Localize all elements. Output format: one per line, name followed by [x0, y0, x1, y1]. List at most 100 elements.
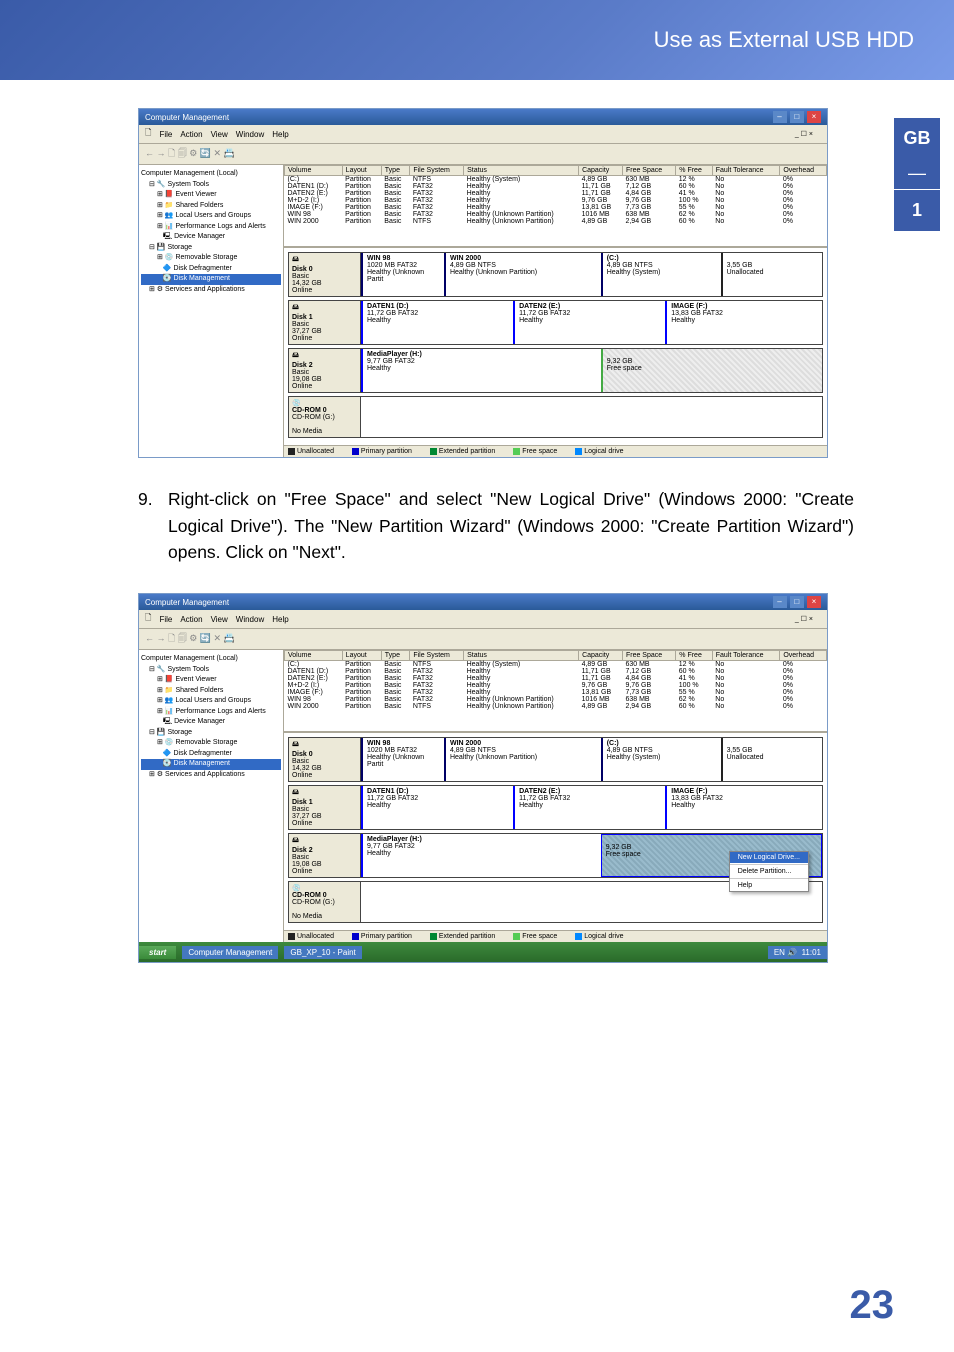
sub-restore-icon[interactable]: _ ☐ ×: [795, 130, 813, 138]
volume-list[interactable]: VolumeLayoutTypeFile SystemStatusCapacit…: [284, 165, 827, 247]
partition[interactable]: WIN 20004,89 GB NTFSHealthy (Unknown Par…: [444, 253, 601, 296]
ctx-delete[interactable]: Delete Partition...: [730, 866, 808, 877]
tree-root[interactable]: Computer Management (Local): [141, 169, 281, 180]
partition[interactable]: WIN 981020 MB FAT32Healthy (Unknown Part…: [361, 253, 444, 296]
tree-lug[interactable]: ⊞ 👥 Local Users and Groups: [141, 696, 281, 707]
ctx-help[interactable]: Help: [730, 880, 808, 891]
disk-row: 🖴 Disk 0Basic14,32 GBOnlineWIN 981020 MB…: [288, 737, 823, 782]
partition[interactable]: WIN 20004,89 GB NTFSHealthy (Unknown Par…: [444, 738, 601, 781]
close-icon[interactable]: ×: [807, 111, 821, 123]
menu-file[interactable]: File: [159, 615, 172, 624]
tree-dd[interactable]: 🔷 Disk Defragmenter: [141, 264, 281, 275]
disk-panel[interactable]: New Logical Drive... Delete Partition...…: [284, 732, 827, 930]
window-controls: – □ ×: [772, 111, 821, 123]
nav-tree[interactable]: Computer Management (Local) ⊟ 🔧 System T…: [139, 650, 284, 942]
tree-sa[interactable]: ⊞ ⚙ Services and Applications: [141, 770, 281, 781]
partition[interactable]: 3,55 GBUnallocated: [721, 253, 822, 296]
partition[interactable]: IMAGE (F:)13,83 GB FAT32Healthy: [665, 301, 822, 344]
tree-ev[interactable]: ⊞ 📕 Event Viewer: [141, 675, 281, 686]
tree-dd[interactable]: 🔷 Disk Defragmenter: [141, 749, 281, 760]
minimize-icon[interactable]: –: [773, 596, 787, 608]
menu-window[interactable]: Window: [236, 615, 264, 624]
tree-pla[interactable]: ⊞ 📊 Performance Logs and Alerts: [141, 222, 281, 233]
start-button[interactable]: start: [139, 946, 176, 959]
menu-action[interactable]: Action: [180, 130, 202, 139]
menu-bar: 🗋 File Action View Window Help _ ☐ ×: [139, 610, 827, 629]
tree-systools[interactable]: ⊟ 🔧 System Tools: [141, 665, 281, 676]
menu-action[interactable]: Action: [180, 615, 202, 624]
disk-label: 🖴 Disk 0Basic14,32 GBOnline: [289, 253, 361, 296]
partition[interactable]: MediaPlayer (H:)9,77 GB FAT32Healthy: [361, 834, 601, 877]
tree-rs[interactable]: ⊞ 💿 Removable Storage: [141, 253, 281, 264]
ctx-new-logical[interactable]: New Logical Drive...: [730, 852, 808, 863]
menu-file[interactable]: File: [159, 130, 172, 139]
tree-sa[interactable]: ⊞ ⚙ Services and Applications: [141, 285, 281, 296]
partition[interactable]: 3,55 GBUnallocated: [721, 738, 822, 781]
menu-view[interactable]: View: [211, 615, 228, 624]
screenshot-1: Computer Management – □ × 🗋 File Action …: [138, 108, 828, 458]
disk-panel[interactable]: 🖴 Disk 0Basic14,32 GBOnlineWIN 981020 MB…: [284, 247, 827, 445]
disk-row: 💿 CD-ROM 0CD-ROM (G:)No Media: [288, 396, 823, 438]
partition[interactable]: DATEN1 (D:)11,72 GB FAT32Healthy: [361, 786, 513, 829]
disk-row: 🖴 Disk 2Basic19,08 GBOnlineMediaPlayer (…: [288, 348, 823, 393]
maximize-icon[interactable]: □: [790, 111, 804, 123]
tree-root[interactable]: Computer Management (Local): [141, 654, 281, 665]
window-titlebar: Computer Management – □ ×: [139, 109, 827, 125]
partition[interactable]: DATEN2 (E:)11,72 GB FAT32Healthy: [513, 786, 665, 829]
lang-tab: GB: [894, 118, 940, 159]
tree-dm[interactable]: 🖳 Device Manager: [141, 717, 281, 728]
page-number: 23: [850, 1283, 895, 1328]
menu-help[interactable]: Help: [272, 130, 288, 139]
tray[interactable]: EN 🔊 11:01: [768, 946, 827, 959]
tree-sf[interactable]: ⊞ 📁 Shared Folders: [141, 201, 281, 212]
menu-bar: 🗋 File Action View Window Help _ ☐ ×: [139, 125, 827, 144]
task-paint[interactable]: GB_XP_10 - Paint: [284, 946, 361, 959]
window-title: Computer Management: [145, 598, 229, 607]
close-icon[interactable]: ×: [807, 596, 821, 608]
partition[interactable]: MediaPlayer (H:)9,77 GB FAT32Healthy: [361, 349, 601, 392]
disk-row: 🖴 Disk 1Basic37,27 GBOnlineDATEN1 (D:)11…: [288, 300, 823, 345]
tree-systools[interactable]: ⊟ 🔧 System Tools: [141, 180, 281, 191]
toolbar[interactable]: ← → 🗋 🗐 ⚙ 🔄 ✕ 📇: [139, 629, 827, 650]
disk-label: 🖴 Disk 2Basic19,08 GBOnline: [289, 834, 361, 877]
taskbar[interactable]: start Computer Management GB_XP_10 - Pai…: [139, 942, 827, 962]
nav-tree[interactable]: Computer Management (Local) ⊟ 🔧 System T…: [139, 165, 284, 457]
partition[interactable]: 9,32 GBFree space: [601, 349, 822, 392]
tree-pla[interactable]: ⊞ 📊 Performance Logs and Alerts: [141, 707, 281, 718]
context-menu[interactable]: New Logical Drive... Delete Partition...…: [729, 851, 809, 892]
minimize-icon[interactable]: –: [773, 111, 787, 123]
tree-dmg[interactable]: 💽 Disk Management: [141, 274, 281, 285]
volume-list[interactable]: VolumeLayoutTypeFile SystemStatusCapacit…: [284, 650, 827, 732]
sub-restore-icon[interactable]: _ ☐ ×: [795, 615, 813, 623]
partition[interactable]: DATEN1 (D:)11,72 GB FAT32Healthy: [361, 301, 513, 344]
partition[interactable]: (C:)4,89 GB NTFSHealthy (System): [601, 738, 721, 781]
disk-label: 🖴 Disk 0Basic14,32 GBOnline: [289, 738, 361, 781]
partition[interactable]: (C:)4,89 GB NTFSHealthy (System): [601, 253, 721, 296]
legend: Unallocated Primary partition Extended p…: [284, 930, 827, 942]
disk-row: 🖴 Disk 0Basic14,32 GBOnlineWIN 981020 MB…: [288, 252, 823, 297]
disk-label: 🖴 Disk 1Basic37,27 GBOnline: [289, 301, 361, 344]
disk-label: 💿 CD-ROM 0CD-ROM (G:)No Media: [289, 882, 361, 922]
tree-ev[interactable]: ⊞ 📕 Event Viewer: [141, 190, 281, 201]
partition[interactable]: IMAGE (F:)13,83 GB FAT32Healthy: [665, 786, 822, 829]
menu-help[interactable]: Help: [272, 615, 288, 624]
tree-storage[interactable]: ⊟ 💾 Storage: [141, 728, 281, 739]
disk-label: 🖴 Disk 2Basic19,08 GBOnline: [289, 349, 361, 392]
tree-rs[interactable]: ⊞ 💿 Removable Storage: [141, 738, 281, 749]
partition[interactable]: DATEN2 (E:)11,72 GB FAT32Healthy: [513, 301, 665, 344]
maximize-icon[interactable]: □: [790, 596, 804, 608]
toolbar[interactable]: ← → 🗋 🗐 ⚙ 🔄 ✕ 📇: [139, 144, 827, 165]
tree-lug[interactable]: ⊞ 👥 Local Users and Groups: [141, 211, 281, 222]
menu-window[interactable]: Window: [236, 130, 264, 139]
legend: Unallocated Primary partition Extended p…: [284, 445, 827, 457]
disk-row: 🖴 Disk 1Basic37,27 GBOnlineDATEN1 (D:)11…: [288, 785, 823, 830]
partition[interactable]: WIN 981020 MB FAT32Healthy (Unknown Part…: [361, 738, 444, 781]
tree-dmg[interactable]: 💽 Disk Management: [141, 759, 281, 770]
tree-storage[interactable]: ⊟ 💾 Storage: [141, 243, 281, 254]
tree-sf[interactable]: ⊞ 📁 Shared Folders: [141, 686, 281, 697]
task-compmgmt[interactable]: Computer Management: [182, 946, 278, 959]
disk-label: 💿 CD-ROM 0CD-ROM (G:)No Media: [289, 397, 361, 437]
menu-view[interactable]: View: [211, 130, 228, 139]
window-title: Computer Management: [145, 113, 229, 122]
tree-dm[interactable]: 🖳 Device Manager: [141, 232, 281, 243]
